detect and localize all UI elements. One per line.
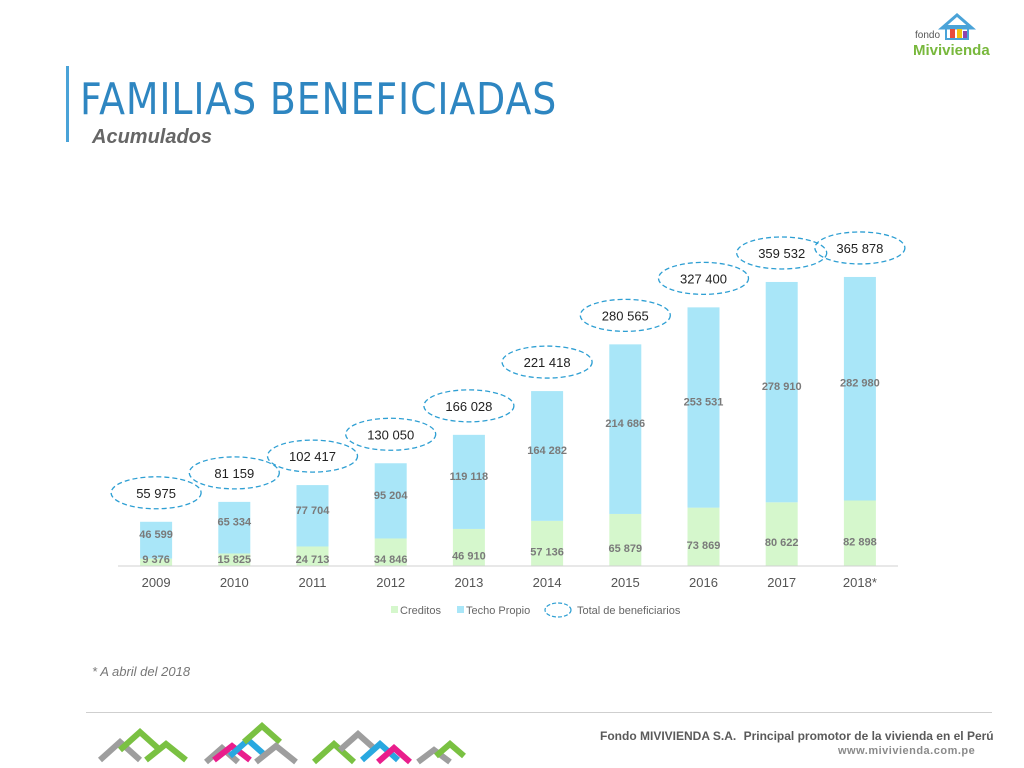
data-label-creditos: 65 879	[608, 543, 642, 555]
logo-big-text: Mivivienda	[913, 42, 990, 59]
x-tick-label: 2016	[689, 575, 718, 590]
x-tick-label: 2010	[220, 575, 249, 590]
x-tick-label: 2014	[533, 575, 562, 590]
data-label-techo-propio: 46 599	[139, 529, 173, 541]
total-ellipse	[423, 389, 515, 423]
data-label-techo-propio: 253 531	[684, 396, 724, 408]
x-tick-label: 2015	[611, 575, 640, 590]
bar-creditos	[296, 546, 329, 566]
total-ellipse	[657, 261, 750, 296]
total-ellipse	[814, 231, 906, 265]
total-ellipse	[110, 476, 202, 510]
data-label-creditos: 57 136	[530, 546, 564, 558]
footer-tagline: Principal promotor de la vivienda en el …	[743, 729, 994, 743]
data-label-creditos: 15 825	[217, 554, 251, 566]
legend-label-creditos: Creditos	[400, 605, 441, 617]
bar-creditos	[765, 502, 798, 566]
bar-creditos	[609, 513, 642, 566]
total-ellipse	[501, 345, 593, 379]
total-label: 327 400	[680, 271, 727, 286]
bar-creditos	[374, 538, 407, 566]
data-label-creditos: 82 898	[843, 536, 877, 548]
total-label: 166 028	[445, 399, 492, 414]
data-label-creditos: 9 376	[142, 554, 170, 566]
total-label: 102 417	[289, 449, 336, 464]
data-label-techo-propio: 164 282	[527, 445, 567, 457]
house-logo-icon	[937, 13, 977, 40]
bar-techo-propio	[843, 276, 876, 501]
bar-creditos	[687, 507, 720, 566]
legend-swatch-total	[544, 602, 572, 618]
bar-creditos	[218, 553, 251, 566]
data-label-creditos: 73 869	[687, 540, 721, 552]
legend-swatch-techo-propio	[457, 606, 464, 613]
total-ellipse	[188, 456, 280, 490]
x-tick-label: 2017	[767, 575, 796, 590]
totals-group: 55 975 81 159 102 417 130 050 166 028 221 418…	[110, 231, 906, 510]
title-accent-bar	[66, 66, 69, 142]
footer-url: www.mivivienda.com.pe	[838, 745, 976, 757]
bar-creditos	[843, 500, 876, 566]
bars-group: 9 376 46 599 15 825 65 334 24 713 77 704 34 84…	[139, 276, 880, 566]
data-label-techo-propio: 95 204	[374, 490, 409, 502]
total-label: 359 532	[758, 246, 805, 261]
total-ellipse	[345, 417, 437, 451]
footnote: * A abril del 2018	[92, 664, 191, 679]
total-label: 130 050	[367, 427, 414, 442]
total-label: 221 418	[524, 355, 571, 370]
total-ellipse	[266, 439, 359, 473]
x-tick-label: 2009	[142, 575, 171, 590]
bar-techo-propio	[218, 501, 251, 554]
bar-creditos	[531, 520, 564, 566]
data-label-techo-propio: 65 334	[217, 517, 252, 529]
logo-small-text: fondo	[915, 30, 941, 41]
data-label-techo-propio: 77 704	[296, 505, 331, 517]
data-label-creditos: 34 846	[374, 554, 408, 566]
x-tick-label: 2012	[376, 575, 405, 590]
data-label-creditos: 46 910	[452, 550, 486, 562]
x-tick-label: 2013	[454, 575, 483, 590]
x-tick-labels: 2009 2010 2011 2012 2013 2014 2015 2016 2017 2018…	[142, 575, 877, 590]
bar-techo-propio	[374, 463, 407, 539]
legend-label-total: Total de beneficiarios	[577, 605, 681, 617]
bar-techo-propio	[765, 281, 798, 503]
bar-techo-propio	[609, 344, 642, 514]
data-label-creditos: 80 622	[765, 537, 799, 549]
total-label: 55 975	[136, 486, 176, 501]
mivivienda-logo: fondo Mivivienda	[912, 12, 1008, 64]
total-ellipse	[736, 236, 828, 270]
bar-creditos	[452, 528, 485, 566]
bar-creditos	[140, 558, 173, 566]
total-label: 365 878	[836, 241, 883, 256]
data-label-techo-propio: 214 686	[605, 418, 645, 430]
data-label-techo-propio: 119 118	[450, 471, 489, 483]
x-tick-label: 2011	[299, 575, 327, 590]
bar-techo-propio	[687, 307, 720, 508]
total-label: 280 565	[602, 308, 649, 323]
data-label-creditos: 24 713	[296, 554, 330, 566]
data-label-techo-propio: 282 980	[840, 378, 880, 390]
bar-techo-propio	[531, 391, 564, 521]
footer-company: Fondo MIVIVIENDA S.A. Principal promotor…	[600, 729, 994, 743]
bar-techo-propio	[452, 434, 485, 529]
footer-divider	[86, 712, 992, 713]
legend-swatch-creditos	[391, 606, 398, 613]
page-subtitle: Acumulados	[92, 126, 213, 148]
data-label-techo-propio: 278 910	[762, 381, 802, 393]
x-tick-label: 2018*	[843, 575, 877, 590]
page-title: FAMILIAS BENEFICIADAS	[80, 74, 558, 125]
legend-label-techo-propio: Techo Propio	[466, 605, 530, 617]
houses-decoration-icon	[97, 721, 466, 765]
total-ellipse	[579, 298, 671, 333]
bar-techo-propio	[296, 485, 329, 547]
footer-company-name: Fondo MIVIVIENDA S.A.	[600, 729, 737, 743]
legend: Creditos Techo Propio Total de beneficiari…	[391, 602, 681, 618]
bar-techo-propio	[140, 521, 173, 559]
total-label: 81 159	[214, 466, 254, 481]
